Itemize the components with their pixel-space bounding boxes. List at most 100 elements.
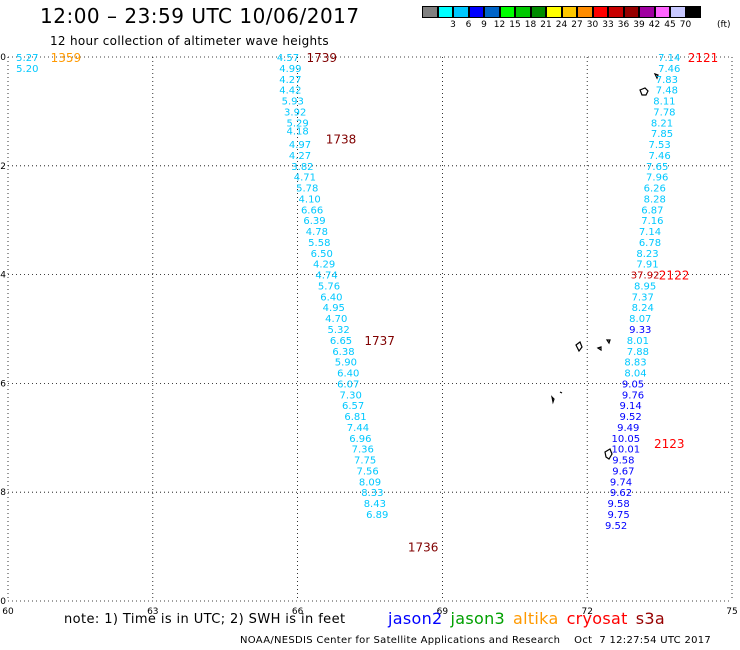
- island-outline: [551, 395, 555, 405]
- pass-time-label: 1738: [326, 133, 357, 147]
- footer-credit: NOAA/NESDIS Center for Satellite Applica…: [240, 635, 712, 646]
- color-swatch: [422, 6, 438, 18]
- wave-height-value: 6.89: [366, 510, 388, 521]
- color-scale-label: 18: [524, 20, 537, 30]
- wave-height-value: 7.85: [651, 129, 673, 140]
- color-swatch: [437, 6, 453, 18]
- color-scale-label: 45: [664, 20, 676, 30]
- pass-time-label: 2123: [654, 437, 685, 451]
- pass-time-label: 1737: [364, 334, 395, 348]
- color-swatch: [546, 6, 562, 18]
- y-tick-label: -6: [0, 379, 6, 389]
- color-swatch: [685, 6, 701, 18]
- wave-height-value: 7.30: [340, 390, 362, 401]
- wave-height-value: 4.10: [299, 194, 321, 205]
- wave-height-value: 5.58: [308, 238, 330, 249]
- wave-height-value: 5.27: [16, 53, 38, 64]
- wave-height-value: 9.58: [612, 456, 634, 467]
- color-scale-label: 70: [679, 20, 692, 30]
- wave-height-value: 5.29: [286, 118, 308, 129]
- color-swatch: [499, 6, 515, 18]
- island-outline: [605, 339, 611, 345]
- wave-height-value: 5.93: [282, 97, 304, 108]
- wave-height-value: 4.95: [323, 303, 345, 314]
- chart-title: 12:00 – 23:59 UTC 10/06/2017: [40, 4, 360, 28]
- wave-height-value: 9.49: [617, 423, 639, 434]
- wave-height-value: 9.52: [620, 412, 642, 423]
- color-scale-label: 39: [633, 20, 645, 30]
- wave-height-value: 6.26: [644, 184, 666, 195]
- wave-height-value: 6.38: [332, 347, 354, 358]
- color-swatch: [670, 6, 686, 18]
- color-scale-swatches: [422, 6, 701, 18]
- x-tick-label: 63: [147, 607, 158, 617]
- wave-height-value: 7.88: [627, 347, 649, 358]
- wave-height-value: 8.01: [627, 336, 649, 347]
- wave-height-value: 6.78: [639, 238, 661, 249]
- y-tick-label: -8: [0, 488, 6, 498]
- wave-height-value: 7.44: [347, 423, 369, 434]
- island-outline: [604, 448, 613, 460]
- color-swatch: [654, 6, 670, 18]
- wave-height-value: 8.33: [361, 488, 383, 499]
- satellite-legend-s3a: s3a: [635, 609, 665, 628]
- satellite-legend-jason3: jason3: [450, 609, 505, 628]
- wave-height-value: 8.83: [624, 358, 646, 369]
- color-swatch: [592, 6, 608, 18]
- x-tick-label: 75: [726, 607, 737, 617]
- wave-height-value: 4.42: [279, 86, 301, 97]
- color-swatch: [623, 6, 639, 18]
- wave-height-value: 6.39: [303, 216, 325, 227]
- color-scale-label: 3: [450, 20, 456, 30]
- wave-height-value: 10.01: [611, 445, 640, 456]
- color-swatch: [468, 6, 484, 18]
- wave-height-value: 5.32: [327, 325, 349, 336]
- wave-height-value: 6.96: [349, 434, 371, 445]
- wave-height-value: 8.21: [651, 118, 673, 129]
- satellite-legend-altika: altika: [513, 609, 559, 628]
- wave-height-value: 5.78: [296, 184, 318, 195]
- color-scale-unit: (ft): [717, 20, 731, 30]
- wave-height-value: 9.67: [612, 466, 634, 477]
- color-swatch: [515, 6, 531, 18]
- wave-height-value: 7.53: [648, 140, 670, 151]
- wave-height-value: 9.33: [629, 325, 651, 336]
- satellite-legend: jason2 jason3 altika cryosat s3a: [388, 609, 673, 628]
- x-tick-label: 72: [581, 607, 592, 617]
- x-tick-label: 69: [437, 607, 449, 617]
- wave-height-value: 8.24: [632, 303, 654, 314]
- wave-height-value: 4.71: [294, 173, 316, 184]
- color-scale-label: 33: [602, 20, 614, 30]
- island-outline: [596, 346, 602, 352]
- wave-height-value: 10.05: [611, 434, 640, 445]
- wave-height-value: 7.91: [636, 260, 658, 271]
- wave-height-value: 6.40: [337, 369, 359, 380]
- wave-height-value: 6.40: [320, 292, 342, 303]
- pass-time-label: 1739: [306, 51, 337, 65]
- wave-height-value: 8.09: [359, 477, 381, 488]
- color-swatch: [608, 6, 624, 18]
- wave-height-value: 7.56: [356, 466, 378, 477]
- wave-height-value: 8.23: [636, 249, 658, 260]
- footer-note: note: 1) Time is in UTC; 2) SWH is in fe…: [64, 612, 346, 627]
- x-tick-label: 60: [2, 607, 14, 617]
- wave-height-value: 9.05: [622, 379, 644, 390]
- wave-height-value: 7.48: [656, 86, 678, 97]
- color-scale-label: 12: [493, 20, 506, 30]
- wave-height-value: 7.65: [646, 162, 668, 173]
- island-outline: [639, 87, 649, 96]
- color-scale-label: 27: [571, 20, 583, 30]
- color-scale-label: 15: [509, 20, 521, 30]
- color-swatch: [530, 6, 546, 18]
- wave-height-value: 37.92: [631, 271, 660, 282]
- pass-time-label: 2122: [659, 269, 690, 283]
- chart-subtitle: 12 hour collection of altimeter wave hei…: [50, 34, 329, 48]
- y-tick-label: -10: [0, 597, 6, 607]
- wave-height-value: 7.16: [641, 216, 663, 227]
- wave-height-value: 7.96: [646, 173, 668, 184]
- wave-height-value: 5.20: [16, 64, 38, 75]
- wave-height-value: 4.18: [286, 126, 308, 137]
- wave-height-value: 9.76: [622, 390, 644, 401]
- color-swatch: [577, 6, 593, 18]
